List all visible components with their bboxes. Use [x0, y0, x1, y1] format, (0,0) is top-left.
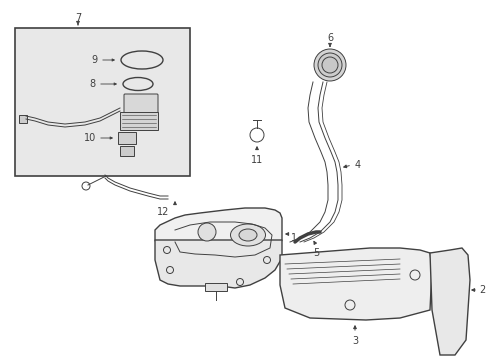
Text: 8: 8 [90, 79, 96, 89]
Text: 4: 4 [354, 160, 360, 170]
Bar [15, 28, 190, 176]
Text: 9: 9 [92, 55, 98, 65]
Polygon shape [155, 240, 282, 288]
Circle shape [317, 53, 341, 77]
Text: 10: 10 [83, 133, 96, 143]
Polygon shape [429, 248, 469, 355]
Bar [19, 115, 27, 123]
Text: 2: 2 [478, 285, 484, 295]
Circle shape [313, 49, 346, 81]
Ellipse shape [230, 224, 265, 246]
Text: 11: 11 [250, 155, 263, 165]
FancyBboxPatch shape [124, 94, 158, 114]
Circle shape [198, 223, 216, 241]
Text: 7: 7 [75, 13, 81, 23]
Text: 6: 6 [326, 33, 332, 43]
Bar [204, 283, 226, 291]
Text: 5: 5 [312, 248, 319, 258]
Circle shape [321, 57, 337, 73]
Text: 3: 3 [351, 336, 357, 346]
Bar [120, 112, 158, 130]
Polygon shape [280, 248, 431, 320]
Ellipse shape [239, 229, 257, 241]
Text: 1: 1 [290, 233, 296, 243]
Bar [118, 132, 136, 144]
Polygon shape [155, 208, 282, 260]
Text: 12: 12 [157, 207, 169, 217]
Bar [120, 146, 134, 156]
